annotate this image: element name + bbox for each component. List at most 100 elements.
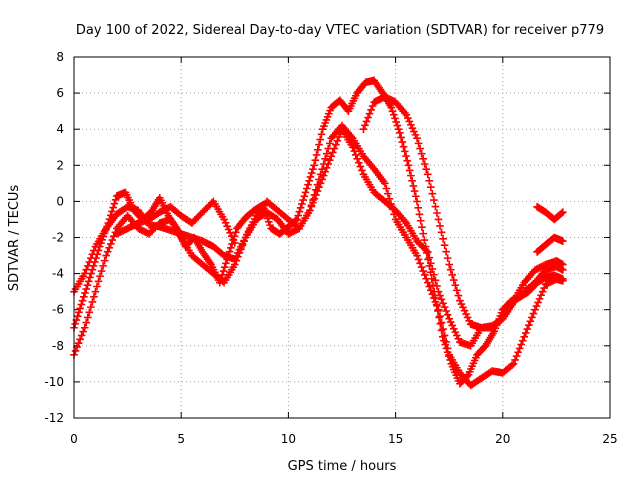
data-point (423, 278, 432, 287)
y-tick-label: -6 (52, 303, 64, 317)
data-point (307, 202, 316, 211)
data-point (423, 170, 432, 179)
data-point (84, 277, 93, 286)
data-point (443, 254, 452, 262)
y-tick-label: -2 (52, 231, 64, 245)
data-point (302, 184, 311, 193)
data-point (418, 223, 426, 231)
data-point (382, 184, 391, 193)
data-point (82, 318, 91, 327)
data-point (94, 277, 103, 286)
data-point (76, 304, 84, 313)
data-point (405, 166, 414, 175)
data-point (408, 176, 416, 185)
data-point (512, 352, 521, 360)
data-point (368, 102, 377, 110)
data-point (443, 311, 452, 319)
data-point (333, 137, 342, 145)
data-point (385, 195, 394, 203)
data-point (315, 140, 323, 149)
data-point (431, 276, 440, 285)
data-point (404, 161, 413, 170)
data-point (454, 291, 463, 300)
data-point (309, 165, 317, 173)
data-point (305, 176, 314, 185)
data-point (353, 155, 362, 163)
data-point (327, 152, 336, 161)
data-point (427, 183, 435, 192)
data-point (428, 265, 437, 273)
data-point (442, 307, 450, 315)
data-point (442, 247, 450, 256)
data-point (103, 247, 112, 256)
data-point (436, 291, 444, 300)
data-point (79, 327, 87, 336)
data-point (430, 294, 438, 302)
data-point (410, 187, 419, 195)
data-point (314, 146, 322, 154)
data-point (422, 165, 431, 173)
y-tick-label: -8 (52, 339, 64, 353)
data-point (361, 121, 369, 130)
data-point (325, 156, 334, 164)
data-point (439, 234, 447, 243)
data-point (90, 246, 98, 255)
series-arc-5 (359, 92, 567, 332)
data-point (296, 204, 305, 212)
data-point (518, 336, 527, 345)
data-point (419, 155, 427, 163)
data-point (317, 130, 326, 139)
data-point (414, 255, 423, 264)
data-point (264, 217, 273, 226)
data-point (391, 114, 399, 123)
data-point (364, 113, 372, 122)
data-point (329, 148, 337, 157)
data-point (82, 265, 91, 274)
data-point (398, 138, 407, 146)
data-point (442, 338, 450, 346)
data-point (324, 160, 333, 168)
data-point (440, 331, 449, 340)
data-point (222, 259, 230, 268)
data-point (434, 287, 443, 296)
plot-frame (73, 56, 611, 419)
data-point (397, 133, 405, 142)
data-point (420, 271, 429, 279)
data-point (300, 192, 309, 201)
data-point (425, 282, 434, 291)
data-point (218, 271, 227, 279)
data-point (407, 171, 415, 180)
data-point (449, 276, 458, 284)
data-point (559, 208, 567, 217)
data-point (427, 259, 435, 268)
data-point (433, 282, 441, 290)
data-point (403, 156, 412, 165)
data-point (304, 180, 312, 189)
data-point (526, 317, 535, 326)
data-point (413, 251, 421, 260)
data-point (443, 344, 452, 353)
data-point (106, 240, 115, 248)
y-tick-label: 0 (56, 194, 64, 208)
data-point (111, 196, 120, 204)
y-axis-label: SDTVAR / TECUs (7, 185, 22, 292)
y-tick-label: -12 (44, 411, 64, 425)
data-point (312, 151, 321, 159)
data-point (295, 207, 304, 216)
data-point (423, 248, 432, 256)
data-point (431, 298, 440, 306)
data-point (414, 204, 423, 212)
data-point (78, 296, 87, 305)
data-point (437, 318, 446, 327)
data-point (517, 340, 525, 349)
data-point (436, 222, 444, 230)
data-point (396, 129, 404, 137)
data-point (433, 209, 441, 217)
data-point (414, 139, 423, 148)
data-point (335, 133, 343, 141)
data-point (332, 140, 340, 149)
data-point (83, 313, 92, 322)
x-tick-label: 25 (602, 432, 617, 446)
data-point (320, 122, 328, 130)
